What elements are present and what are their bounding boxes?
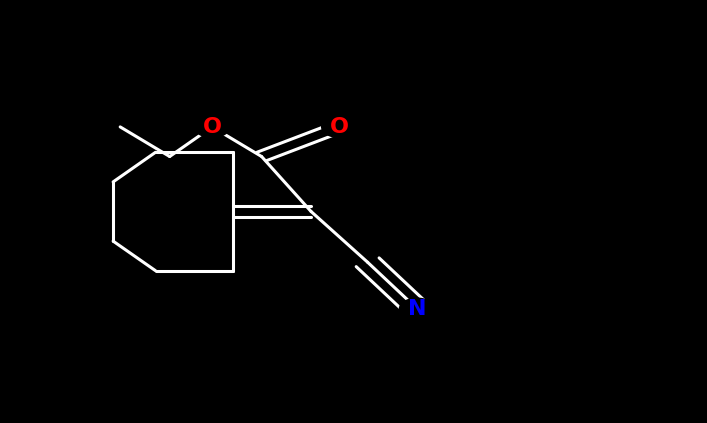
Text: O: O <box>330 117 349 137</box>
Text: N: N <box>408 299 426 319</box>
Text: O: O <box>203 117 221 137</box>
Circle shape <box>322 116 357 137</box>
Circle shape <box>194 116 230 137</box>
Circle shape <box>399 298 435 319</box>
